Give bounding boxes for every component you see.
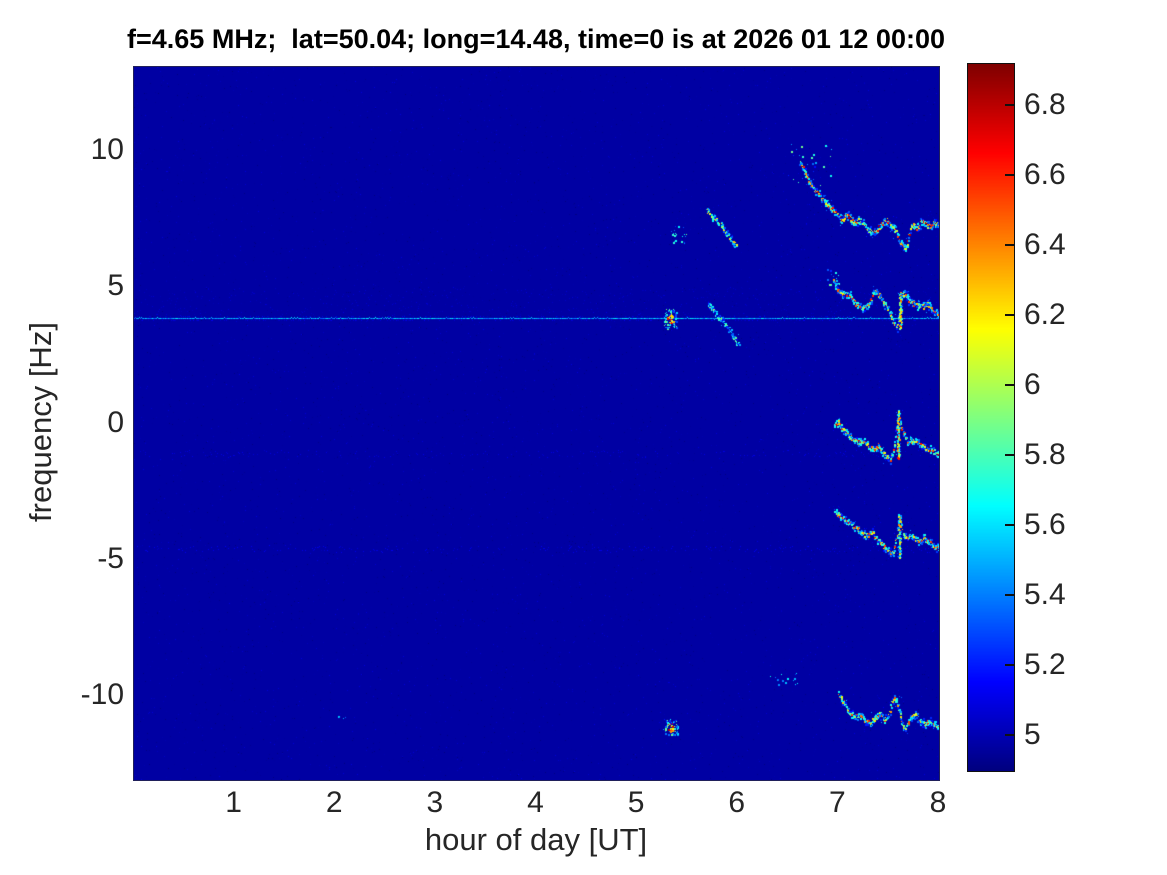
spectrogram-canvas	[134, 67, 939, 780]
colorbar-tick-label: 6.6	[1024, 158, 1066, 191]
x-tick-label: 5	[627, 786, 645, 819]
colorbar-tick-mark	[1005, 454, 1014, 456]
y-tick-label: 0	[107, 405, 124, 439]
chart-title: f=4.65 MHz; lat=50.04; long=14.48, time=…	[127, 24, 945, 54]
colorbar-tick-mark	[1005, 174, 1014, 176]
plot-area	[133, 66, 940, 781]
y-tick-label: 5	[107, 269, 124, 303]
colorbar-tick-mark	[1005, 244, 1014, 246]
x-tick-label: 4	[527, 786, 544, 819]
y-tick-label: -10	[80, 677, 124, 711]
x-axis-label: hour of day [UT]	[424, 822, 648, 857]
colorbar-canvas	[968, 64, 1014, 771]
colorbar-tick-mark	[1005, 664, 1014, 666]
x-tick-label: 2	[325, 786, 343, 819]
colorbar-tick-label: 5.6	[1024, 508, 1066, 541]
x-tick-label: 1	[225, 786, 242, 819]
x-tick-label: 7	[829, 786, 846, 819]
y-tick-label: -5	[97, 541, 124, 575]
colorbar-tick-label: 5.8	[1024, 438, 1066, 471]
colorbar-tick-label: 5.4	[1024, 578, 1066, 611]
colorbar-tick-mark	[1005, 104, 1014, 106]
colorbar-tick-label: 5.2	[1024, 648, 1066, 681]
colorbar-tick-mark	[1005, 384, 1014, 386]
y-tick-label: 10	[90, 133, 124, 167]
colorbar-tick-mark	[1005, 594, 1014, 596]
colorbar-tick-label: 6.2	[1024, 298, 1066, 331]
x-tick-label: 6	[728, 786, 746, 819]
colorbar-tick-mark	[1005, 314, 1014, 316]
colorbar-tick-label: 6.8	[1024, 88, 1066, 121]
colorbar-tick-mark	[1005, 524, 1014, 526]
colorbar-tick-label: 6.4	[1024, 228, 1066, 261]
x-tick-label: 8	[929, 786, 947, 819]
x-tick-label: 3	[426, 786, 444, 819]
colorbar-tick-label: 5	[1024, 718, 1041, 751]
colorbar-tick-label: 6	[1024, 368, 1041, 401]
colorbar	[967, 63, 1015, 772]
colorbar-tick-mark	[1005, 734, 1014, 736]
